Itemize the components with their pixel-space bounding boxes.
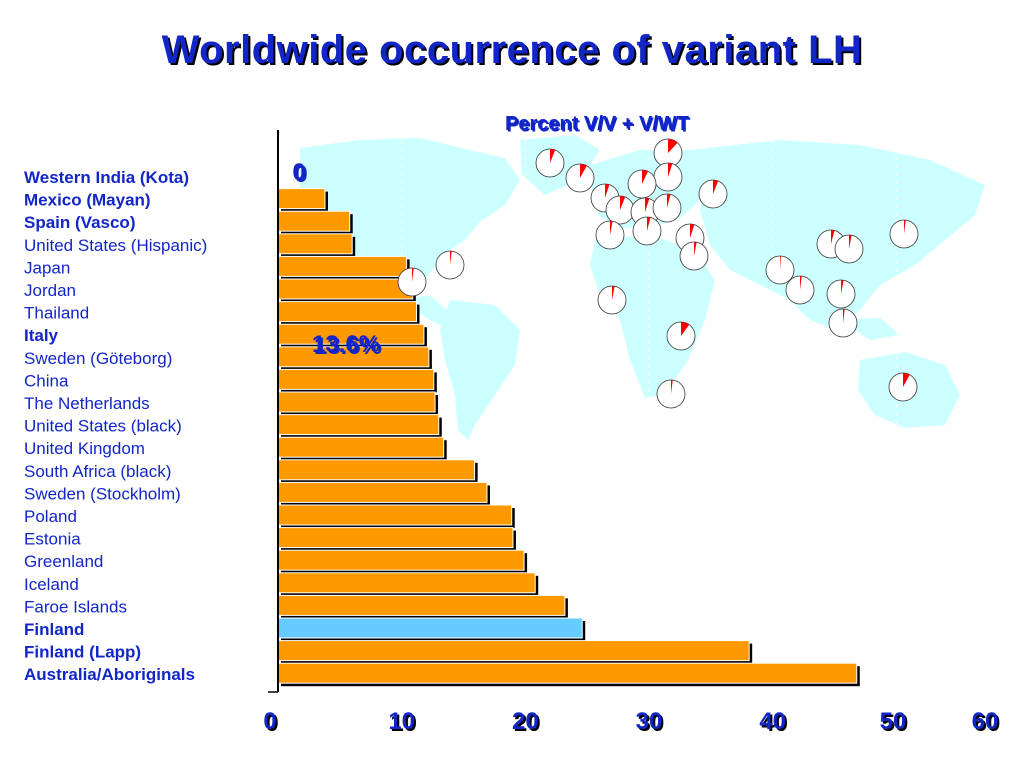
bar-10 (277, 391, 436, 413)
pie-slice (671, 380, 673, 394)
tick-label-shadow: 10 (390, 710, 417, 737)
category-label: Sweden (Stockholm) (24, 484, 181, 503)
pie-slice (612, 286, 615, 300)
pie-slice (903, 373, 910, 387)
tick-label-shadow: 50 (882, 710, 909, 737)
tick-label-shadow: 40 (761, 710, 788, 737)
category-label: United States (Hispanic) (24, 236, 207, 255)
bar-9 (277, 368, 435, 390)
category-label: Sweden (Göteborg) (24, 349, 172, 368)
pie-slice (580, 164, 587, 178)
tick-label-shadow: 30 (638, 710, 665, 737)
category-label: Thailand (24, 304, 89, 323)
annotation-shadow: 0 (294, 161, 307, 188)
bar-19 (277, 594, 566, 616)
annotation-1: 13.6% (312, 331, 380, 358)
slide-title: Worldwide occurrence of variant LH (161, 28, 863, 72)
pie-slice (620, 196, 626, 210)
pie-slice (642, 170, 648, 184)
bar-3 (277, 233, 353, 255)
category-label: Mexico (Mayan) (24, 191, 151, 210)
annotation-shadow: 13.6% (314, 333, 382, 360)
pie-slice (713, 180, 719, 194)
category-label: Finland (24, 620, 84, 639)
pie-slice (610, 221, 613, 235)
tick-label-50: 50 (880, 708, 907, 735)
category-label: Iceland (24, 575, 79, 594)
pie-slice (668, 138, 678, 153)
category-label: Australia/Aboriginals (24, 665, 195, 684)
category-label: Spain (Vasco) (24, 213, 135, 232)
pie-slice (904, 220, 906, 234)
category-label: China (24, 371, 69, 390)
category-label: The Netherlands (24, 394, 150, 413)
bar-22 (277, 662, 858, 684)
bar-14 (277, 481, 488, 503)
bar-5 (277, 278, 414, 300)
tick-label-40: 40 (759, 708, 786, 735)
bar-6 (277, 301, 418, 323)
tick-label-20: 20 (512, 708, 539, 735)
bar-21 (277, 640, 750, 662)
pie-slice (690, 224, 695, 238)
pie-slice (647, 217, 651, 231)
category-label: Greenland (24, 552, 103, 571)
pie-header-shadow: Percent V/V + V/WT (507, 115, 691, 137)
category-label: Poland (24, 507, 77, 526)
pie-slice (667, 194, 671, 208)
axes (268, 130, 279, 693)
bar-1 (277, 188, 326, 210)
bar-20 (277, 617, 583, 639)
pie-slice (450, 251, 452, 265)
pie-slice (694, 242, 697, 256)
pie-slice (831, 230, 835, 244)
bar-4 (277, 255, 408, 277)
pie-slice (843, 309, 845, 323)
category-labels: Western India (Kota) Mexico (Mayan) Spain … (24, 168, 207, 684)
pie-slice (605, 184, 610, 198)
category-label: Faroe Islands (24, 597, 127, 616)
category-label: Jordan (24, 281, 76, 300)
pie-slice (841, 280, 844, 294)
pie-slice (645, 198, 650, 212)
map-africa (590, 235, 715, 398)
bar-13 (277, 459, 476, 481)
category-label: United States (black) (24, 417, 182, 436)
category-label: Western India (Kota) (24, 168, 189, 187)
category-label: Finland (Lapp) (24, 643, 141, 662)
pie-slice (668, 163, 673, 177)
bar-17 (277, 549, 525, 571)
category-label: South Africa (black) (24, 462, 171, 481)
annotation-0: 0 (292, 159, 305, 186)
tick-label-10: 10 (388, 708, 415, 735)
pie-slice (412, 268, 414, 282)
category-label: Japan (24, 258, 70, 277)
tick-label-0: 0 (263, 708, 276, 735)
pie-header: Percent V/V + V/WT (505, 113, 689, 135)
pie-slice (681, 322, 690, 336)
tick-label-shadow: 20 (514, 710, 541, 737)
pie-slice (849, 235, 852, 249)
tick-label-shadow: 0 (265, 710, 278, 737)
bar-16 (277, 527, 514, 549)
category-label: United Kingdom (24, 439, 145, 458)
tick-label-60: 60 (972, 708, 999, 735)
pie-slice (800, 276, 802, 290)
bar-11 (277, 414, 440, 436)
pie-slice (550, 149, 556, 163)
tick-label-30: 30 (636, 708, 663, 735)
bar-12 (277, 436, 445, 458)
tick-label-shadow: 60 (974, 710, 1001, 737)
map-south-america (440, 300, 520, 440)
category-label: Italy (24, 326, 59, 345)
bar-15 (277, 504, 513, 526)
bar-2 (277, 210, 351, 232)
bar-18 (277, 572, 536, 594)
category-label: Estonia (24, 530, 81, 549)
pie-slice (780, 256, 781, 270)
